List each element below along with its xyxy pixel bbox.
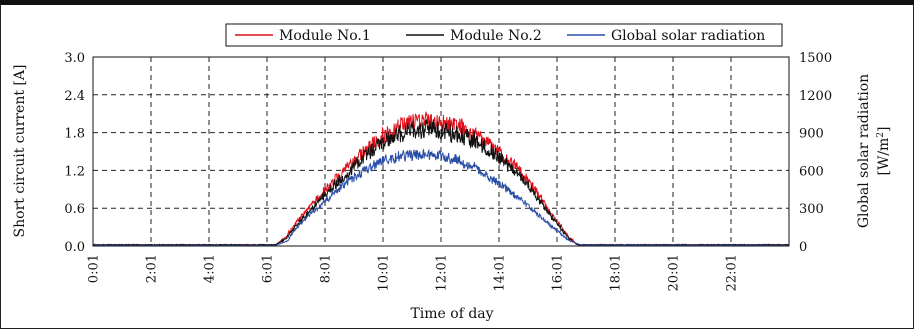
left-y-axis-label: Short circuit current [A] xyxy=(12,65,28,238)
left-y-tick-label: 1.8 xyxy=(64,127,85,142)
right-y-tick-label: 0 xyxy=(799,240,807,255)
x-axis-label: Time of day xyxy=(410,306,493,322)
right-y-axis-label-line1: Global solar radiation xyxy=(856,74,872,228)
legend-label-global-solar-radiation: Global solar radiation xyxy=(611,28,765,44)
left-y-tick-label: 1.2 xyxy=(64,164,85,179)
x-axis-ticks: 0:01 2:01 4:01 6:01 8:01 10:01 12:01 14:01 16:01… xyxy=(86,254,739,291)
x-tick-label: 10:01 xyxy=(376,254,391,291)
right-y-axis-ticks: 0 300 600 900 1200 1500 xyxy=(799,51,832,255)
left-y-axis-ticks: 0.0 0.6 1.2 1.8 2.4 3.0 xyxy=(64,51,85,255)
x-tick-label: 12:01 xyxy=(434,254,449,291)
right-y-tick-label: 900 xyxy=(799,127,824,142)
legend-label-module-2: Module No.2 xyxy=(450,28,542,44)
left-y-tick-label: 3.0 xyxy=(64,51,85,66)
right-y-tick-label: 600 xyxy=(799,164,824,179)
x-tick-label: 22:01 xyxy=(724,254,739,291)
x-tick-label: 18:01 xyxy=(608,254,623,291)
legend-label-module-1: Module No.1 xyxy=(279,28,371,44)
x-tick-label: 20:01 xyxy=(666,254,681,291)
x-tick-label: 0:01 xyxy=(86,254,101,283)
right-y-axis-label-line2: [W/m2] xyxy=(876,126,892,175)
x-tick-label: 8:01 xyxy=(318,254,333,283)
x-tick-label: 2:01 xyxy=(144,254,159,283)
grid-lines xyxy=(93,57,789,246)
left-y-tick-label: 0.0 xyxy=(64,240,85,255)
plot-area-frame xyxy=(92,56,790,247)
x-tick-label: 16:01 xyxy=(550,254,565,291)
x-tick-label: 6:01 xyxy=(260,254,275,283)
legend: Module No.1 Module No.2 Global solar rad… xyxy=(225,23,783,47)
left-y-tick-label: 0.6 xyxy=(64,202,85,217)
right-y-tick-label: 1200 xyxy=(799,89,832,104)
right-y-tick-label: 300 xyxy=(799,202,824,217)
left-y-tick-label: 2.4 xyxy=(64,89,85,104)
x-tick-label: 14:01 xyxy=(492,254,507,291)
cropped-caption-strip xyxy=(0,0,914,5)
legend-box xyxy=(225,23,783,47)
x-tick-label: 4:01 xyxy=(202,254,217,283)
right-y-tick-label: 1500 xyxy=(799,51,832,66)
